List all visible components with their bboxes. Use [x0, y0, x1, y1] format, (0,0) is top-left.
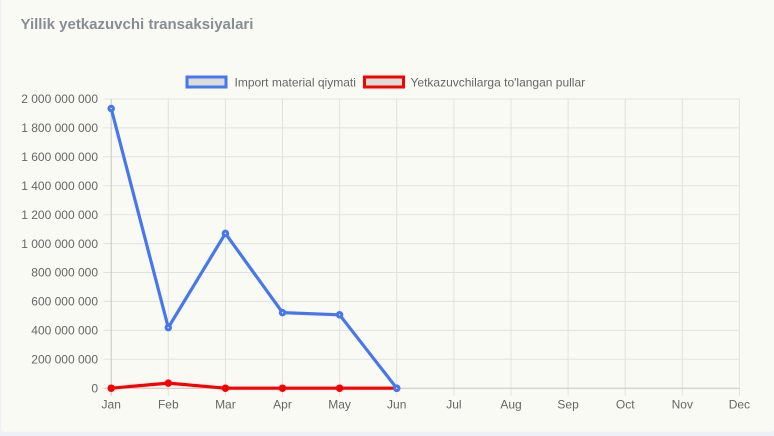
svg-text:Jan: Jan: [102, 398, 121, 412]
svg-text:200 000 000: 200 000 000: [31, 353, 98, 367]
svg-text:600 000 000: 600 000 000: [31, 295, 98, 309]
svg-text:0: 0: [91, 381, 98, 395]
svg-text:Yetkazuvchilarga to'langan pul: Yetkazuvchilarga to'langan pullar: [411, 76, 586, 90]
svg-text:2 000 000 000: 2 000 000 000: [21, 92, 98, 106]
svg-text:Yillik yetkazuvchi transaksiya: Yillik yetkazuvchi transaksiyalari: [21, 16, 254, 33]
svg-text:Jul: Jul: [446, 398, 461, 412]
svg-text:Jun: Jun: [387, 398, 406, 412]
svg-text:Feb: Feb: [158, 398, 179, 412]
svg-text:Nov: Nov: [672, 398, 693, 412]
svg-text:May: May: [328, 398, 351, 412]
svg-text:Mar: Mar: [215, 398, 236, 412]
svg-text:Import material qiymati: Import material qiymati: [235, 76, 356, 90]
svg-text:800 000 000: 800 000 000: [31, 266, 98, 280]
svg-text:400 000 000: 400 000 000: [31, 324, 98, 338]
svg-text:Aug: Aug: [500, 398, 521, 412]
svg-text:Oct: Oct: [616, 398, 635, 412]
svg-text:1 000 000 000: 1 000 000 000: [21, 237, 98, 251]
svg-text:1 800 000 000: 1 800 000 000: [21, 121, 98, 135]
svg-text:1 200 000 000: 1 200 000 000: [21, 208, 98, 222]
svg-text:1 600 000 000: 1 600 000 000: [21, 150, 98, 164]
svg-text:Dec: Dec: [729, 398, 750, 412]
svg-text:Sep: Sep: [557, 398, 579, 412]
svg-text:1 400 000 000: 1 400 000 000: [21, 179, 98, 193]
svg-text:Apr: Apr: [273, 398, 292, 412]
